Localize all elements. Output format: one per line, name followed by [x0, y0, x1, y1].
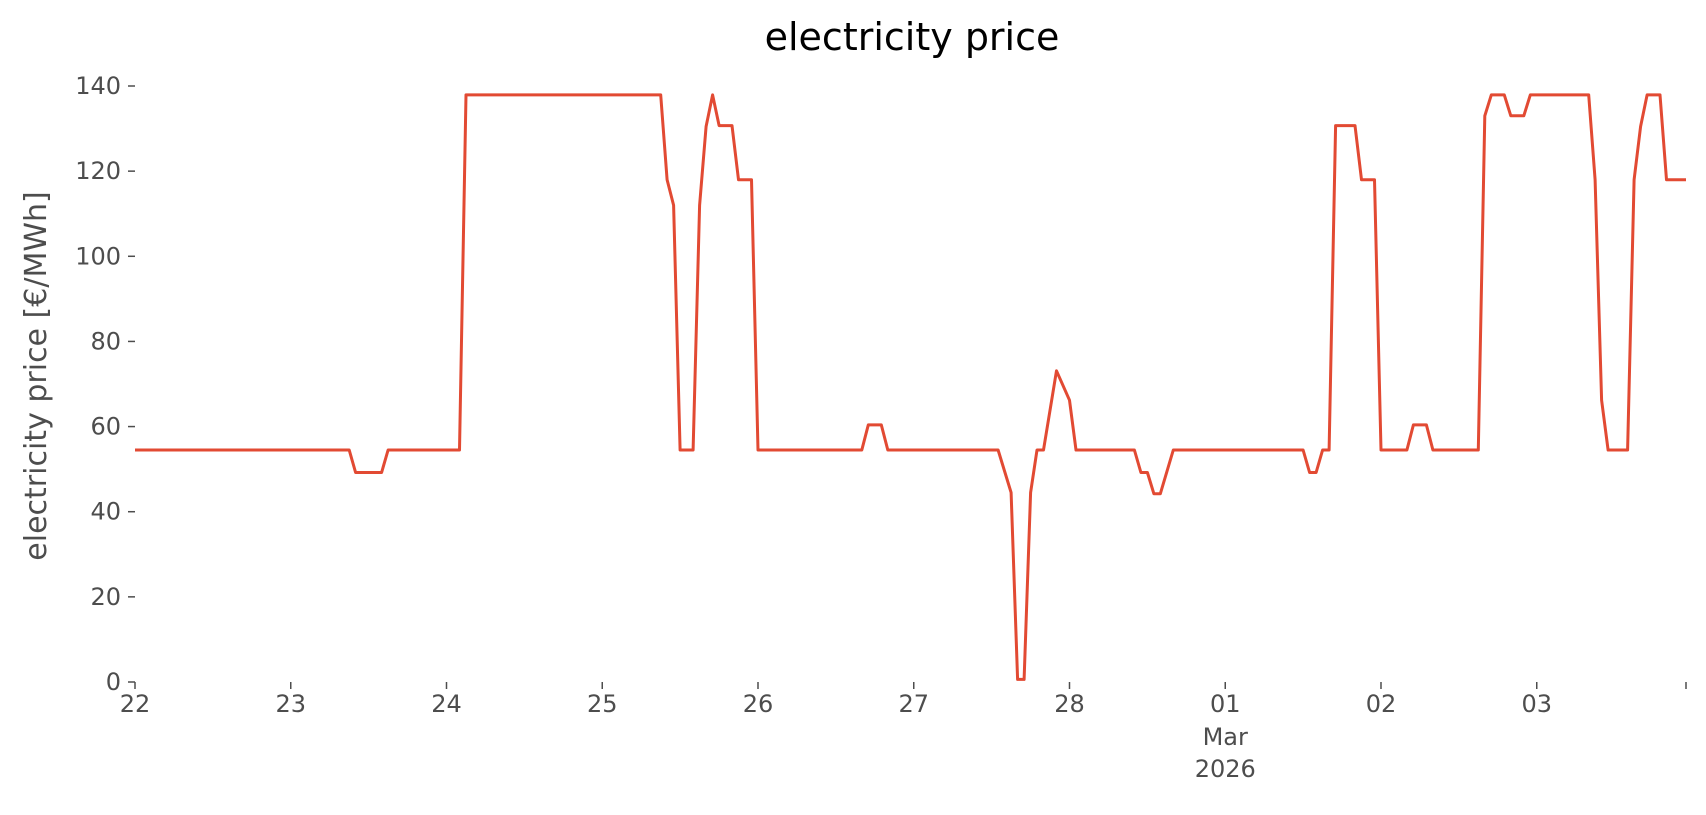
y-tick-label: 140 — [75, 72, 121, 100]
x-tick-label: 26 — [743, 690, 774, 718]
y-tick-label: 60 — [90, 413, 121, 441]
y-tick-label: 20 — [90, 583, 121, 611]
y-tick-label: 80 — [90, 327, 121, 355]
x-tick-sublabel: 2026 — [1195, 755, 1256, 783]
price-series-line — [135, 93, 1686, 681]
x-tick-label: 24 — [431, 690, 462, 718]
x-tick-sublabel: Mar — [1203, 723, 1248, 751]
y-tick-label: 40 — [90, 498, 121, 526]
series-layer — [135, 93, 1686, 681]
x-tick-label: 03 — [1521, 690, 1552, 718]
y-tick-label: 120 — [75, 157, 121, 185]
y-axis: 0 20 40 60 80 100 120 140 — [75, 72, 135, 696]
y-axis-label: electricity price [€/MWh] — [19, 191, 54, 560]
x-tick-label: 23 — [275, 690, 306, 718]
y-tick-label: 100 — [75, 242, 121, 270]
chart-title: electricity price — [765, 15, 1060, 59]
x-tick-label: 02 — [1366, 690, 1397, 718]
x-tick-label: 22 — [120, 690, 151, 718]
x-tick-label: 27 — [898, 690, 929, 718]
x-axis: 22 23 24 25 26 27 28 01 Mar 2026 02 03 — [120, 682, 1687, 783]
x-tick-label: 25 — [587, 690, 618, 718]
y-tick-label: 0 — [106, 668, 121, 696]
x-tick-label: 01 — [1210, 690, 1241, 718]
x-tick-label: 28 — [1054, 690, 1085, 718]
